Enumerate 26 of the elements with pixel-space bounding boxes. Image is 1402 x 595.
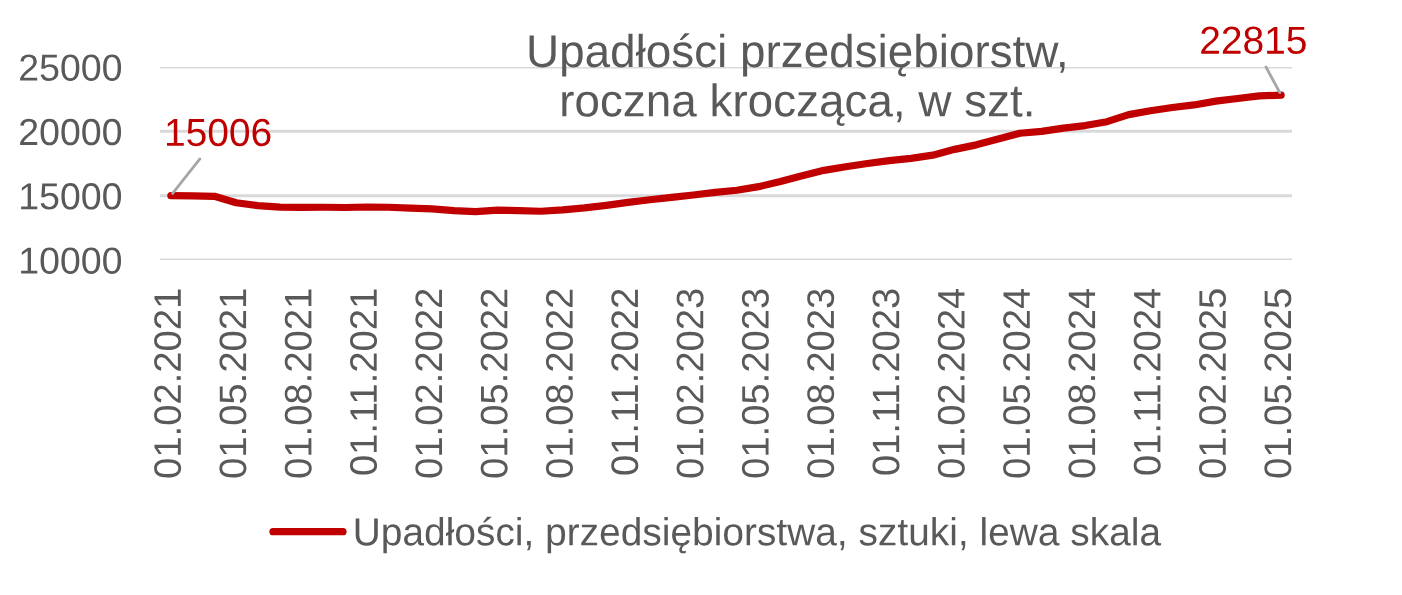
x-tick-label: 01.02.2022 xyxy=(415,289,443,478)
chart-title: Upadłości przedsiębiorstw, roczna krocząca, w szt. xyxy=(529,33,1065,126)
x-tick-label: 01.11.2021 xyxy=(350,289,378,475)
x-tick-label: 01.08.2024 xyxy=(1068,288,1096,478)
x-tick-label: 01.08.2023 xyxy=(807,289,835,478)
x-tick-label: 01.08.2022 xyxy=(545,289,573,478)
y-tick-label: 10000 xyxy=(21,247,122,274)
x-tick-label: 01.05.2022 xyxy=(480,289,508,478)
x-tick-label: 01.05.2023 xyxy=(741,289,769,478)
x-tick-label: 01.11.2023 xyxy=(872,289,900,475)
x-tick-label: 01.05.2024 xyxy=(1003,288,1031,478)
x-tick-label: 01.02.2025 xyxy=(1199,289,1227,478)
y-tick-label: 20000 xyxy=(20,118,122,146)
x-tick-label: 01.08.2021 xyxy=(284,289,312,478)
y-tick-label: 15000 xyxy=(21,183,122,210)
x-tick-label: 01.11.2022 xyxy=(611,289,639,475)
data-label: 22815 xyxy=(1201,26,1306,55)
x-tick-label: 01.11.2024 xyxy=(1133,288,1161,475)
x-tick-label: 01.05.2025 xyxy=(1264,289,1292,478)
data-label: 15006 xyxy=(167,118,271,147)
y-tick-label: 25000 xyxy=(20,54,122,81)
x-tick-label: 01.02.2021 xyxy=(154,289,182,478)
x-tick-label: 01.02.2023 xyxy=(676,289,704,478)
x-tick-label: 01.05.2021 xyxy=(219,289,247,478)
legend-label: Upadłości, przedsiębiorstwa, sztuki, lewa skala xyxy=(355,516,1162,554)
x-tick-label: 01.02.2024 xyxy=(937,288,965,478)
